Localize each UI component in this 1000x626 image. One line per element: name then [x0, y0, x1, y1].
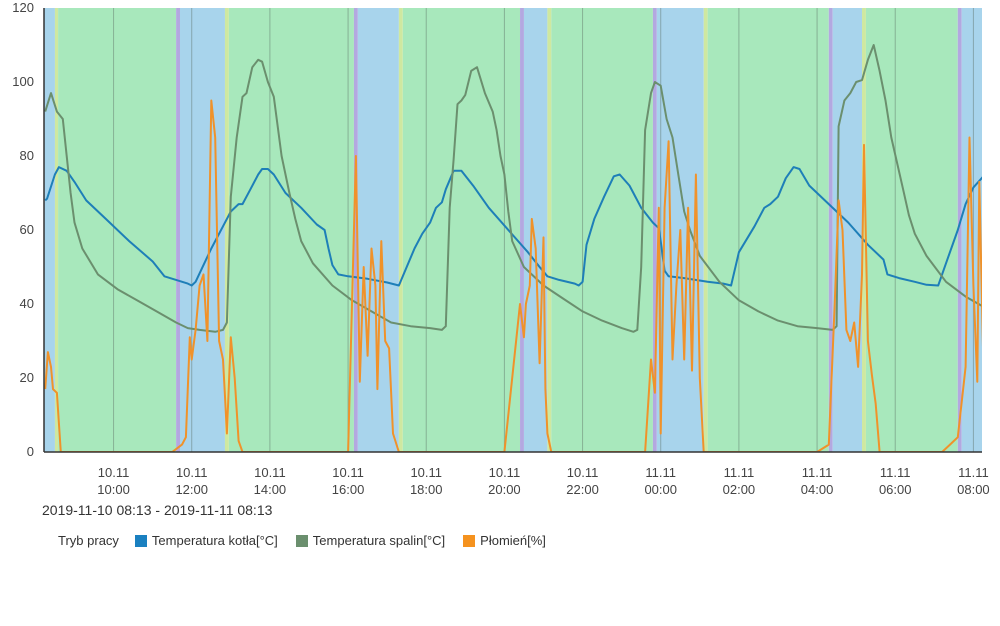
x-tick-label-date: 10.11: [254, 465, 286, 480]
y-tick-label: 80: [20, 148, 34, 163]
mode-band: [957, 8, 962, 452]
x-tick-label-date: 10.11: [98, 465, 130, 480]
mode-band: [707, 8, 829, 452]
mode-band: [398, 8, 403, 452]
x-tick-label-date: 11.11: [958, 465, 989, 480]
legend-item-flame[interactable]: Płomień[%]: [463, 533, 546, 548]
x-tick-label-date: 10.11: [176, 465, 208, 480]
mode-band: [176, 8, 181, 452]
x-tick-label-time: 10:00: [97, 482, 130, 497]
mode-band: [523, 8, 548, 452]
mode-band: [520, 8, 524, 452]
mode-band: [180, 8, 225, 452]
legend-swatch-flame: [463, 534, 476, 547]
date-range-label: 2019-11-10 08:13 - 2019-11-11 08:13: [42, 502, 273, 518]
mode-band: [547, 8, 552, 452]
mode-band: [224, 8, 229, 452]
axes: [43, 8, 982, 453]
x-tick-label-date: 10.11: [332, 465, 364, 480]
mode-band: [703, 8, 708, 452]
x-tick-label-time: 22:00: [566, 482, 599, 497]
legend-item-flue-temp[interactable]: Temperatura spalin[°C]: [295, 533, 446, 548]
legend-swatch-flue-temp: [295, 534, 308, 547]
legend-label-flame: Płomień[%]: [480, 533, 546, 548]
mode-band: [54, 8, 59, 452]
y-tick-label: 120: [12, 0, 34, 15]
mode-bands: [44, 8, 982, 452]
x-tick-label-date: 10.11: [567, 465, 599, 480]
mode-band: [228, 8, 354, 452]
x-tick-label-time: 18:00: [410, 482, 443, 497]
grid-lines: [113, 8, 974, 452]
x-tick-label-date: 10.11: [410, 465, 442, 480]
y-tick-label: 0: [27, 444, 34, 459]
series-line-1: [44, 44, 982, 333]
x-tick-label-date: 11.11: [802, 465, 833, 480]
series-line-0: [44, 166, 982, 287]
x-tick-label-time: 06:00: [879, 482, 912, 497]
mode-band: [652, 8, 657, 452]
x-tick-label-time: 16:00: [332, 482, 365, 497]
mode-band: [828, 8, 833, 452]
x-tick-label-time: 14:00: [254, 482, 287, 497]
x-tick-label-time: 00:00: [644, 482, 677, 497]
y-tick-label: 100: [12, 74, 34, 89]
x-tick-label-time: 12:00: [175, 482, 208, 497]
x-tick-label-time: 08:00: [957, 482, 990, 497]
y-tick-label: 60: [20, 222, 34, 237]
mode-band: [44, 8, 55, 452]
x-tick-label-date: 11.11: [880, 465, 911, 480]
x-tick-label-date: 11.11: [724, 465, 755, 480]
mode-band: [402, 8, 521, 452]
series-line-2: [44, 99, 982, 452]
y-tick-label: 20: [20, 370, 34, 385]
x-tick-label-date: 10.11: [489, 465, 521, 480]
x-tick-label-time: 20:00: [488, 482, 521, 497]
x-tick-label-time: 02:00: [723, 482, 756, 497]
x-tick-labels: 10.11 10:00 10.11 12:00 10.11 14:00 10.11 16:00…: [97, 465, 989, 497]
x-tick-label-date: 11.11: [645, 465, 676, 480]
legend-mode-label[interactable]: Tryb pracy: [58, 533, 119, 548]
x-tick-label-time: 04:00: [801, 482, 834, 497]
mode-band: [551, 8, 653, 452]
mode-band: [353, 8, 358, 452]
series-lines: [44, 44, 982, 452]
legend-swatch-boiler-temp: [134, 534, 147, 547]
legend-item-boiler-temp[interactable]: Temperatura kotła[°C]: [134, 533, 278, 548]
legend-label-boiler-temp: Temperatura kotła[°C]: [151, 533, 278, 548]
mode-band: [862, 8, 866, 452]
legend-label-flue-temp: Temperatura spalin[°C]: [312, 533, 446, 548]
legend: Tryb pracy Temperatura kotła[°C] Tempera…: [58, 533, 564, 548]
y-tick-labels: 0 20 40 60 80 100 120: [12, 0, 34, 459]
y-tick-label: 40: [20, 296, 34, 311]
